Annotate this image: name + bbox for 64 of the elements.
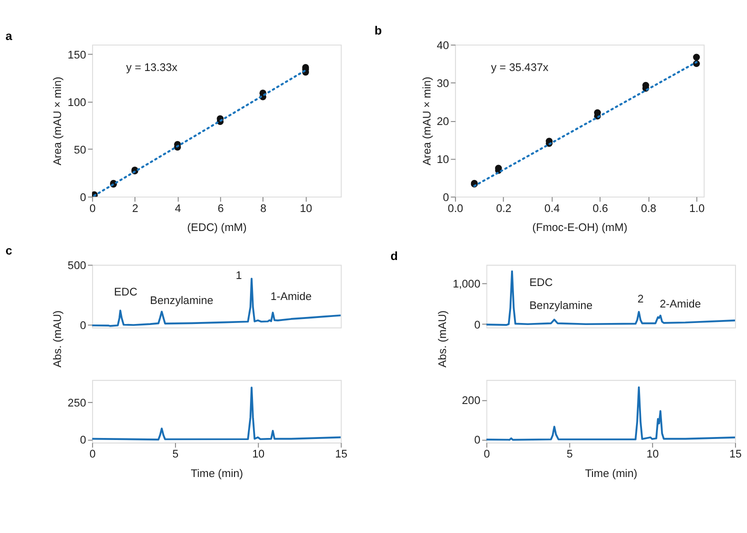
x-axis-title: Time (min) (190, 468, 244, 480)
line-series (92, 278, 341, 327)
y-tick-label: 0 (80, 320, 86, 332)
annotation: 1 (236, 270, 242, 282)
x-tick-label: 10 (252, 448, 265, 461)
x-tick-label: 0.2 (496, 202, 512, 215)
x-tick-label: 8 (260, 202, 266, 215)
x-tick-label: 1.0 (689, 202, 705, 215)
y-tick-label: 30 (436, 78, 450, 90)
x-axis-title: (EDC) (mM) (187, 222, 247, 234)
y-tick-label: 50 (74, 144, 86, 156)
x-tick-label: 10 (300, 202, 312, 215)
annotation: 2 (637, 293, 644, 306)
y-tick-label: 1,000 (452, 278, 480, 290)
x-axis-title: (Fmoc-E-OH) (mM) (532, 222, 628, 234)
x-tick-label: 0.4 (544, 202, 560, 215)
x-tick-label: 5 (172, 448, 179, 461)
x-tick-label: 15 (729, 448, 742, 461)
x-tick-label: 0.8 (640, 202, 656, 215)
y-axis-title: Area (mAU × min) (52, 76, 64, 166)
y-tick-label: 100 (68, 96, 86, 109)
y-tick-label: 0 (80, 192, 86, 204)
y-tick-label: 150 (68, 49, 86, 62)
y-tick-label: 0 (474, 319, 480, 332)
y-tick-label: 200 (462, 394, 480, 407)
annotation: EDC (529, 277, 553, 289)
x-tick-label: 5 (566, 448, 573, 461)
x-tick-label: 0 (89, 448, 96, 461)
chart-title: c (6, 244, 13, 258)
point (693, 54, 700, 61)
annotation: Benzylamine (150, 295, 214, 308)
x-tick-label: 0 (89, 202, 96, 215)
annotation: EDC (114, 286, 138, 298)
y-axis-title: Abs. (mAU) (437, 310, 450, 368)
annotation: y = 13.33x (126, 62, 178, 74)
x-tick-label: 10 (646, 448, 659, 461)
annotation: Benzylamine (529, 300, 593, 312)
line-series (486, 270, 736, 326)
chart-title: b (374, 24, 382, 38)
y-tick-label: 10 (436, 154, 450, 166)
x-axis-title: Time (min) (584, 468, 638, 480)
annotation: 1-Amide (270, 290, 312, 303)
y-tick-label: 0 (80, 434, 86, 447)
chart-title: d (390, 249, 398, 264)
y-axis-title: Abs. (mAU) (52, 310, 64, 368)
y-tick-label: 0 (474, 434, 480, 447)
y-axis-title: Area (mAU × min) (421, 76, 434, 166)
x-tick-label: 4 (174, 202, 182, 215)
y-tick-label: 40 (436, 40, 450, 52)
line-series (92, 386, 341, 440)
y-tick-label: 250 (68, 397, 86, 410)
x-tick-label: 6 (218, 202, 224, 215)
annotation: y = 35.437x (490, 62, 549, 74)
annotation: 2-Amide (660, 298, 701, 310)
y-tick-label: 500 (68, 260, 86, 272)
chart-title: a (6, 29, 13, 44)
x-tick-label: 2 (132, 202, 138, 215)
y-tick-label: 0 (442, 192, 450, 204)
line-series (486, 386, 736, 441)
x-tick-label: 0 (484, 448, 490, 461)
x-tick-label: 0.6 (592, 202, 608, 215)
y-tick-label: 20 (436, 116, 450, 128)
x-tick-label: 0.0 (448, 202, 464, 215)
x-tick-label: 15 (335, 448, 348, 461)
